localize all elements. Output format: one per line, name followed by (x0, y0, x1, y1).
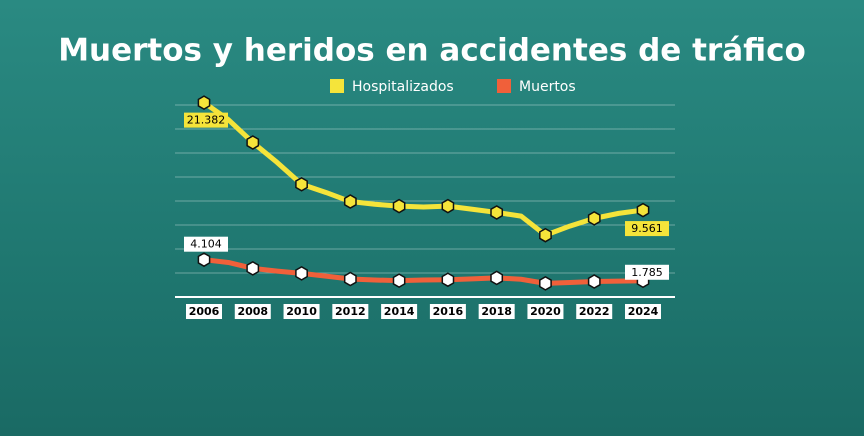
x-tick-label: 2018 (481, 305, 512, 318)
series-line (203, 257, 644, 286)
x-tick-box (527, 304, 564, 319)
legend-label: Muertos (519, 79, 576, 95)
point-marker (295, 266, 308, 281)
point-marker (490, 205, 504, 220)
value-label-box (625, 221, 669, 237)
legend-label: Hospitalizados (352, 79, 454, 95)
point-marker (441, 198, 455, 214)
x-tick-label: 2012 (335, 305, 366, 318)
value-label-box (625, 264, 669, 280)
value-label: 1.785 (631, 266, 663, 279)
point-marker (539, 276, 552, 291)
x-tick-box (234, 304, 271, 319)
point-marker (392, 273, 406, 288)
value-label: 9.561 (631, 222, 663, 235)
x-tick-box (478, 304, 515, 319)
x-tick-label: 2016 (433, 305, 464, 318)
x-tick-label: 2014 (384, 305, 415, 318)
x-tick-label: 2022 (579, 305, 610, 318)
point-marker (587, 274, 601, 289)
x-tick-box (381, 304, 418, 319)
point-marker (246, 135, 260, 150)
x-tick-box (576, 304, 613, 319)
point-marker (392, 198, 406, 214)
x-tick-label: 2020 (530, 305, 561, 318)
x-tick-label: 2008 (237, 305, 268, 318)
value-label-box (184, 112, 228, 128)
value-label: 21.382 (187, 114, 226, 127)
x-tick-box (186, 304, 222, 319)
point-marker (197, 252, 211, 268)
x-tick-label: 2006 (189, 305, 220, 318)
x-tick-box (429, 304, 466, 319)
point-marker (246, 261, 260, 276)
x-tick-box (283, 304, 320, 319)
series-line (202, 100, 644, 238)
point-marker (636, 202, 650, 218)
value-label-box (184, 236, 228, 252)
point-marker (295, 176, 308, 192)
chart-title: Muertos y heridos en accidentes de tráfi… (58, 33, 806, 69)
point-marker (587, 211, 601, 226)
point-marker (343, 194, 357, 209)
point-marker (539, 227, 552, 243)
x-tick-label: 2024 (628, 305, 659, 318)
value-label: 4.104 (190, 238, 222, 251)
point-marker (490, 270, 504, 286)
point-marker (197, 95, 211, 110)
x-tick-box (332, 304, 369, 319)
x-tick-label: 2010 (286, 305, 317, 318)
point-marker (441, 272, 455, 288)
x-tick-box (625, 304, 661, 319)
point-marker (343, 271, 357, 287)
legend-swatch (497, 79, 511, 93)
legend-swatch (330, 79, 344, 93)
